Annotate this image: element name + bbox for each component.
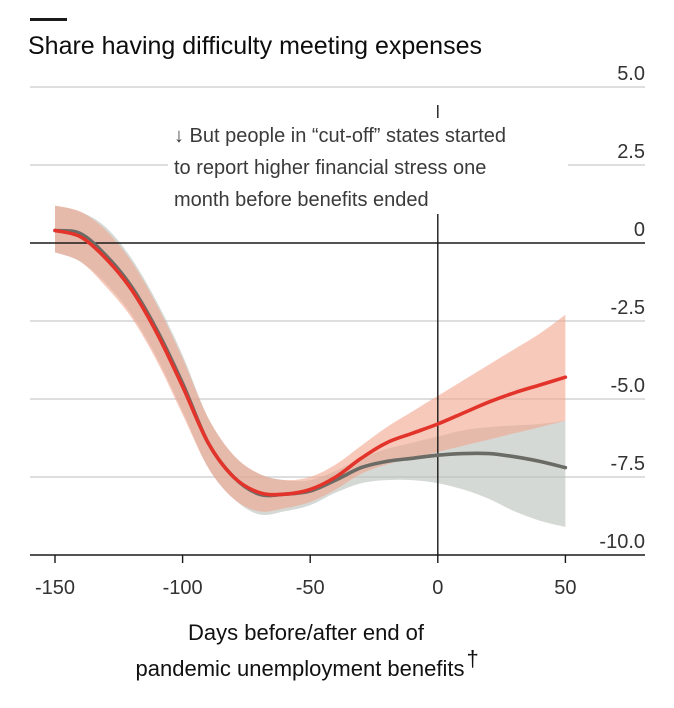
y-tick-label: 0 [634,219,645,241]
annotation-line: month before benefits ended [174,189,429,211]
x-tick-label: 50 [554,577,576,599]
y-tick-label: -10.0 [599,531,645,553]
x-axis-label: Days before/after end of pandemic unemplo… [136,620,479,681]
annotation-mask [168,118,568,214]
x-tick-label: -150 [35,577,75,599]
y-tick-label: -5.0 [611,375,645,397]
x-tick-label: -100 [163,577,203,599]
y-tick-label: 5.0 [617,63,645,85]
chart-title: Share having difficulty meeting expenses [28,32,482,60]
y-tick-label: 2.5 [617,141,645,163]
x-tick-label: -50 [296,577,325,599]
annotation: ↓ But people in “cut-off” states started… [168,118,568,214]
dagger-mark: † [466,646,478,671]
tick-labels: 5.0 2.5 0 -2.5 -5.0 -7.5 -10.0 -150 -100 -50 0 50 [35,63,645,599]
x-axis-label-line: Days before/after end of [188,620,425,645]
annotation-line: to report higher financial stress one [174,157,486,179]
series-line-red [53,228,568,497]
title-accent-bar [30,18,67,21]
confidence-bands [55,205,566,527]
annotation-line: ↓ But people in “cut-off” states started [174,125,506,147]
y-tick-label: -7.5 [611,453,645,475]
y-tick-label: -2.5 [611,297,645,319]
x-axis-label-line: pandemic unemployment benefits [136,656,465,681]
x-tick-label: 0 [432,577,443,599]
